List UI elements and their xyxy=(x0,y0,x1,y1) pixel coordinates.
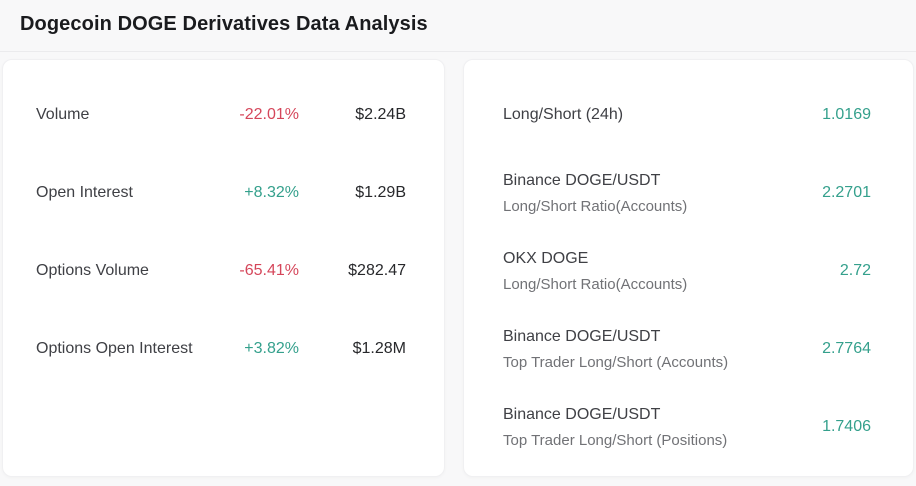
ratio-label: Long/Short (24h) xyxy=(503,106,624,123)
ratio-labels: Binance DOGE/USDT Top Trader Long/Short … xyxy=(503,328,728,371)
metric-value: $1.28M xyxy=(352,340,406,357)
metric-row: Options Volume -65.41% $282.47 xyxy=(36,232,406,310)
metric-row: Options Open Interest +3.82% $1.28M xyxy=(36,310,406,388)
metric-label: Options Volume xyxy=(36,262,149,279)
ratio-value: 1.0169 xyxy=(822,106,871,123)
ratio-row: OKX DOGE Long/Short Ratio(Accounts) 2.72 xyxy=(503,232,871,310)
ratios-card: Long/Short (24h) 1.0169 Binance DOGE/USD… xyxy=(463,59,914,477)
ratio-sublabel: Top Trader Long/Short (Positions) xyxy=(503,431,728,449)
metric-row: Volume -22.01% $2.24B xyxy=(36,76,406,154)
metric-label: Options Open Interest xyxy=(36,340,193,357)
ratio-labels: Binance DOGE/USDT Top Trader Long/Short … xyxy=(503,406,727,449)
ratio-sublabel: Long/Short Ratio(Accounts) xyxy=(503,275,688,293)
metric-change: +3.82% xyxy=(244,340,299,357)
ratio-label: Binance DOGE/USDT xyxy=(503,327,661,345)
ratio-value: 1.7406 xyxy=(822,418,871,435)
ratio-label: Binance DOGE/USDT xyxy=(503,171,661,189)
metric-change: +8.32% xyxy=(244,184,299,201)
metric-value: $2.24B xyxy=(355,106,406,123)
ratio-row: Long/Short (24h) 1.0169 xyxy=(503,76,871,154)
ratio-value: 2.2701 xyxy=(822,184,871,201)
ratio-labels: Binance DOGE/USDT Long/Short Ratio(Accou… xyxy=(503,172,687,215)
metric-change: -65.41% xyxy=(239,262,299,279)
ratio-labels: Long/Short (24h) xyxy=(503,106,623,124)
derivatives-card: Volume -22.01% $2.24B Open Interest +8.3… xyxy=(2,59,445,477)
ratio-labels: OKX DOGE Long/Short Ratio(Accounts) xyxy=(503,250,687,293)
ratio-row: Binance DOGE/USDT Top Trader Long/Short … xyxy=(503,310,871,388)
metric-change: -22.01% xyxy=(239,106,299,123)
ratio-sublabel: Long/Short Ratio(Accounts) xyxy=(503,197,688,215)
metric-label: Volume xyxy=(36,106,90,123)
cards-container: Volume -22.01% $2.24B Open Interest +8.3… xyxy=(2,59,914,477)
ratio-value: 2.7764 xyxy=(822,340,871,357)
ratio-label: OKX DOGE xyxy=(503,249,589,267)
ratio-row: Binance DOGE/USDT Top Trader Long/Short … xyxy=(503,388,871,466)
metric-value: $282.47 xyxy=(348,262,406,279)
metric-label: Open Interest xyxy=(36,184,133,201)
ratio-label: Binance DOGE/USDT xyxy=(503,405,661,423)
page-title: Dogecoin DOGE Derivatives Data Analysis xyxy=(20,13,428,35)
metric-row: Open Interest +8.32% $1.29B xyxy=(36,154,406,232)
page-header: Dogecoin DOGE Derivatives Data Analysis xyxy=(0,0,916,52)
ratio-row: Binance DOGE/USDT Long/Short Ratio(Accou… xyxy=(503,154,871,232)
ratio-sublabel: Top Trader Long/Short (Accounts) xyxy=(503,353,729,371)
metric-value: $1.29B xyxy=(355,184,406,201)
ratio-value: 2.72 xyxy=(839,262,871,279)
